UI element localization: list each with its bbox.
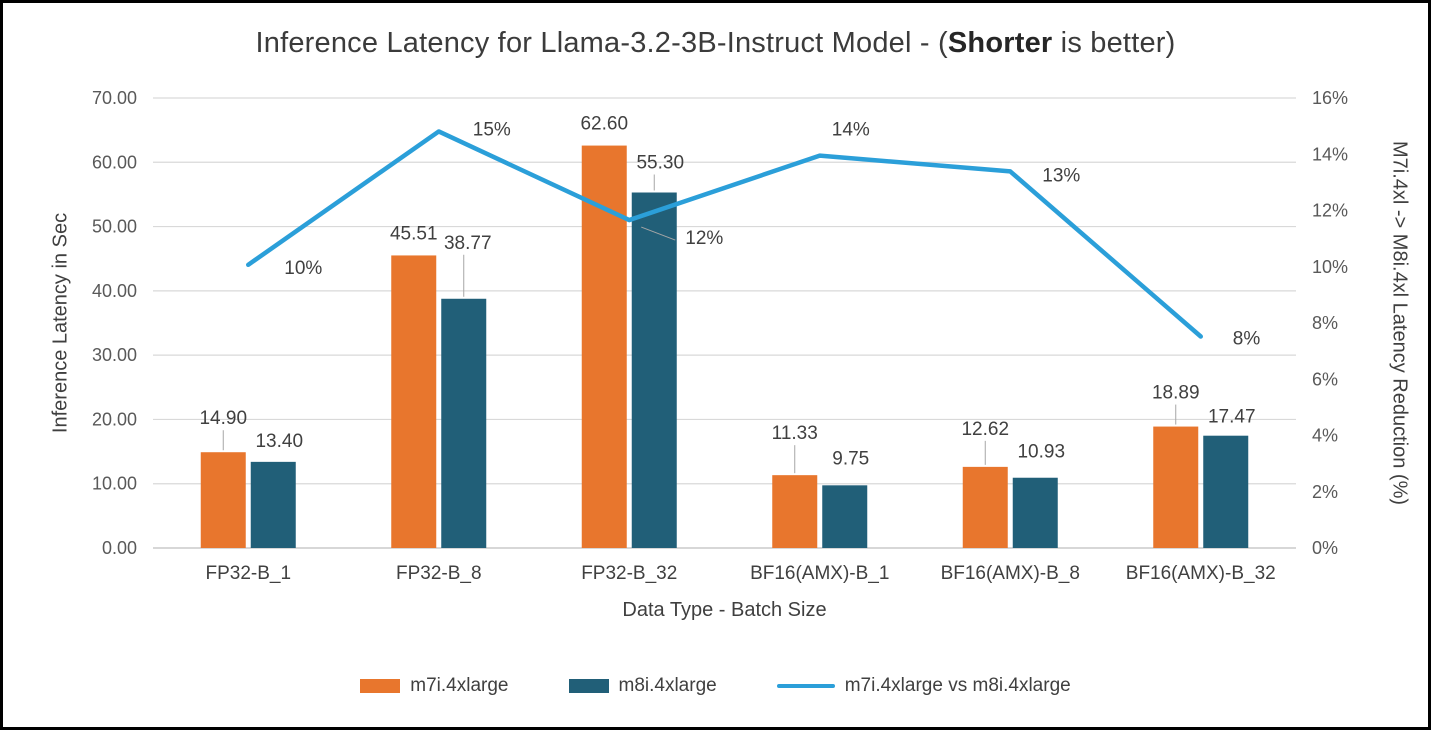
bar-m7i.4xlarge-FP32-B_32 [581, 145, 627, 549]
legend-label-m8i: m8i.4xlarge [618, 675, 717, 696]
right-axis-tick: 8% [1312, 313, 1338, 333]
left-axis-tick: 40.00 [92, 281, 137, 301]
line-label-BF16(AMX)-B_32: 8% [1233, 329, 1261, 350]
line-label-FP32-B_8: 15% [473, 119, 511, 140]
bar-label-m7i.4xlarge-FP32-B_32: 62.60 [580, 114, 628, 135]
left-axis-tick: 60.00 [92, 152, 137, 172]
bar-label-m8i.4xlarge-FP32-B_32: 55.30 [636, 153, 684, 174]
bar-m8i.4xlarge-BF16(AMX)-B_32 [1203, 435, 1249, 548]
right-axis-tick: 4% [1312, 426, 1338, 446]
bar-m8i.4xlarge-FP32-B_32 [631, 192, 677, 548]
left-axis-title: Inference Latency in Sec [49, 212, 72, 434]
chart-title-prefix: Inference Latency for Llama-3.2-3B-Instr… [255, 27, 948, 59]
category-label: BF16(AMX)-B_8 [941, 563, 1080, 584]
plot-area: 0.00 10.00 20.00 30.00 40.00 50.00 60.00 70.00 0… [92, 88, 1348, 584]
bar-label-m8i.4xlarge-FP32-B_8: 38.77 [444, 233, 492, 254]
right-axis-tick: 12% [1312, 201, 1348, 221]
line-label-FP32-B_32: 12% [685, 228, 723, 249]
category-label: FP32-B_8 [396, 563, 482, 584]
bar-label-m7i.4xlarge-BF16(AMX)-B_1: 11.33 [772, 423, 818, 444]
left-axis-tick: 50.00 [92, 217, 137, 237]
bar-label-m7i.4xlarge-BF16(AMX)-B_8: 12.62 [961, 419, 1009, 440]
category-label: BF16(AMX)-B_1 [750, 563, 889, 584]
bar-m8i.4xlarge-BF16(AMX)-B_1 [822, 485, 868, 548]
bar-m8i.4xlarge-FP32-B_8 [441, 298, 487, 548]
right-axis-tick: 16% [1312, 88, 1348, 108]
left-axis-tick: 30.00 [92, 345, 137, 365]
bar-label-m8i.4xlarge-BF16(AMX)-B_8: 10.93 [1017, 442, 1065, 463]
line-series-m7i.4xlarge vs m8i.4xlarge [246, 129, 1203, 339]
right-axis-tick: 6% [1312, 369, 1338, 389]
line-label-BF16(AMX)-B_1: 14% [832, 120, 870, 141]
bar-m7i.4xlarge-BF16(AMX)-B_8 [962, 466, 1008, 548]
right-axis-tick: 0% [1312, 538, 1338, 558]
bar-m7i.4xlarge-FP32-B_1 [200, 452, 246, 548]
right-axis-tick: 14% [1312, 144, 1348, 164]
legend-label-comparison-line: m7i.4xlarge vs m8i.4xlarge [844, 675, 1071, 696]
category-label: FP32-B_32 [581, 563, 677, 584]
left-axis-tick: 20.00 [92, 409, 137, 429]
bar-label-m7i.4xlarge-FP32-B_8: 45.51 [390, 223, 438, 244]
legend-item-m7i-4xlarge: m7i.4xlarge [360, 675, 509, 697]
x-axis-title: Data Type - Batch Size [622, 599, 827, 621]
chart-title-suffix: is better) [1052, 27, 1176, 59]
left-axis-tick: 10.00 [92, 474, 137, 494]
line-label-BF16(AMX)-B_8: 13% [1042, 165, 1080, 186]
bar-m7i.4xlarge-FP32-B_8 [391, 255, 437, 548]
bar-m8i.4xlarge-BF16(AMX)-B_8 [1012, 477, 1058, 548]
left-axis-tick: 70.00 [92, 88, 137, 108]
legend-item-m8i-4xlarge: m8i.4xlarge [568, 675, 717, 697]
legend-label-m7i: m7i.4xlarge [410, 675, 509, 696]
category-label: FP32-B_1 [205, 563, 291, 584]
chart-title-bold-word: Shorter [947, 27, 1053, 59]
line-label-FP32-B_1: 10% [284, 258, 322, 279]
label-leader-line [641, 226, 676, 241]
bar-label-m7i.4xlarge-BF16(AMX)-B_32: 18.89 [1152, 383, 1200, 404]
legend: m7i.4xlarge m8i.4xlarge m7i.4xlarge vs m… [3, 675, 1428, 697]
bar-m7i.4xlarge-BF16(AMX)-B_1 [772, 475, 818, 548]
legend-swatch-comparison-line [776, 683, 835, 689]
legend-swatch-m7i [360, 679, 401, 693]
bar-label-m8i.4xlarge-BF16(AMX)-B_32: 17.47 [1208, 407, 1256, 428]
right-axis-tick: 2% [1312, 482, 1338, 502]
legend-swatch-m8i [568, 679, 609, 693]
category-label: BF16(AMX)-B_32 [1126, 563, 1276, 584]
right-axis-title: M7i.4xl -> M8i.4xl Latency Reduction (%) [1388, 140, 1411, 506]
chart-title: Inference Latency for Llama-3.2-3B-Instr… [3, 27, 1428, 60]
bar-m8i.4xlarge-FP32-B_1 [250, 461, 296, 548]
bar-label-m8i.4xlarge-BF16(AMX)-B_1: 9.75 [832, 448, 869, 469]
legend-item-comparison-line: m7i.4xlarge vs m8i.4xlarge [776, 675, 1071, 697]
left-axis-tick: 0.00 [102, 538, 137, 558]
right-axis-tick: 10% [1312, 257, 1348, 277]
bar-label-m8i.4xlarge-FP32-B_1: 13.40 [255, 431, 303, 452]
bar-m7i.4xlarge-BF16(AMX)-B_32 [1153, 426, 1199, 548]
bar-label-m7i.4xlarge-FP32-B_1: 14.90 [199, 408, 247, 429]
